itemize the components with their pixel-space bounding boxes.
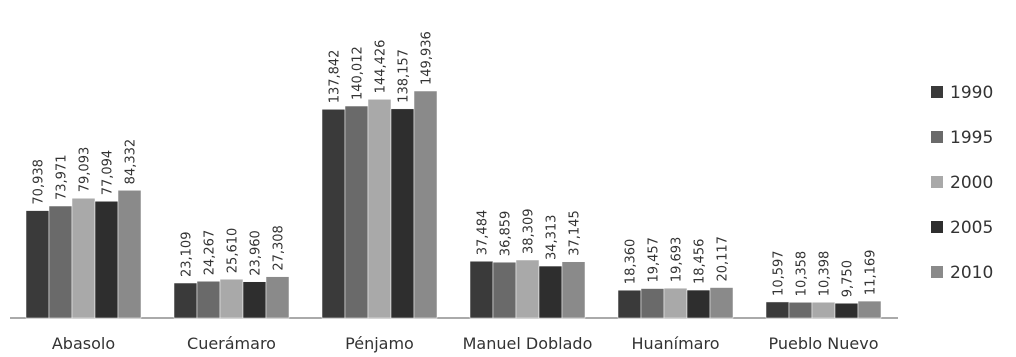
data-label: 77,094 <box>101 150 116 196</box>
data-label: 84,332 <box>124 139 139 185</box>
data-label: 27,308 <box>272 225 287 271</box>
bar-pueblo-nuevo-2010 <box>857 300 882 319</box>
data-label: 73,971 <box>55 155 70 201</box>
data-label: 25,610 <box>226 228 241 274</box>
data-label: 9,750 <box>841 260 856 297</box>
legend-label: 1995 <box>950 128 993 148</box>
bar-cuerámaro-1995 <box>196 281 221 319</box>
bar-huanímaro-1990 <box>617 289 642 319</box>
bar-cuerámaro-2000 <box>219 278 244 319</box>
bar-abasolo-2005 <box>94 201 119 319</box>
bar-huanímaro-1995 <box>640 288 665 319</box>
bar-huanímaro-2010 <box>709 287 734 319</box>
bar-manuel-doblado-1990 <box>469 261 494 319</box>
legend-label: 2000 <box>950 173 993 193</box>
data-label: 137,842 <box>328 50 343 104</box>
bar-pénjamo-1995 <box>344 105 369 319</box>
bar-pénjamo-2010 <box>413 90 438 319</box>
bar-pueblo-nuevo-2000 <box>811 302 836 319</box>
bar-pueblo-nuevo-1990 <box>765 301 790 319</box>
legend-swatch <box>931 221 943 233</box>
data-label: 34,313 <box>545 215 560 261</box>
bar-pueblo-nuevo-1995 <box>788 302 813 319</box>
data-label: 23,109 <box>180 232 195 278</box>
bar-abasolo-2000 <box>71 198 96 319</box>
category-label: Abasolo <box>52 334 115 353</box>
data-label: 19,457 <box>647 237 662 283</box>
legend-swatch <box>931 176 943 188</box>
bar-huanímaro-2005 <box>686 289 711 319</box>
legend-label: 2010 <box>950 263 993 283</box>
data-label: 79,093 <box>78 147 93 193</box>
bar-pénjamo-2005 <box>390 108 415 319</box>
legend-swatch <box>931 86 943 98</box>
legend-label: 1990 <box>950 83 993 103</box>
bar-manuel-doblado-2010 <box>561 261 586 319</box>
bar-pénjamo-2000 <box>367 99 392 319</box>
data-label: 10,597 <box>772 250 787 296</box>
data-label: 37,484 <box>476 210 491 256</box>
bar-pénjamo-1990 <box>321 109 346 319</box>
data-label: 138,157 <box>397 49 412 103</box>
category-label: Cuerámaro <box>187 334 276 353</box>
data-label: 140,012 <box>351 46 366 100</box>
category-label: Pénjamo <box>345 334 414 353</box>
bar-abasolo-1990 <box>25 210 50 319</box>
data-label: 10,358 <box>795 251 810 297</box>
bar-manuel-doblado-2005 <box>538 265 563 319</box>
bar-abasolo-1995 <box>48 205 73 319</box>
category-label: Huanímaro <box>632 334 720 353</box>
data-label: 11,169 <box>864 250 879 296</box>
data-label: 24,267 <box>203 230 218 276</box>
category-label: Manuel Doblado <box>463 334 593 353</box>
data-label: 70,938 <box>32 159 47 205</box>
data-label: 20,117 <box>716 236 731 282</box>
bar-manuel-doblado-1995 <box>492 261 517 319</box>
data-label: 36,859 <box>499 211 514 257</box>
data-label: 10,398 <box>818 251 833 297</box>
bar-pueblo-nuevo-2005 <box>834 302 859 319</box>
data-label: 149,936 <box>420 31 435 85</box>
legend-swatch <box>931 131 943 143</box>
data-label: 18,456 <box>693 239 708 285</box>
bar-abasolo-2010 <box>117 190 142 319</box>
bar-huanímaro-2000 <box>663 287 688 319</box>
bar-cuerámaro-2005 <box>242 281 267 319</box>
legend-swatch <box>931 266 943 278</box>
data-label: 37,145 <box>568 210 583 256</box>
bar-cuerámaro-2010 <box>265 276 290 319</box>
data-label: 23,960 <box>249 230 264 276</box>
category-label: Pueblo Nuevo <box>768 334 878 353</box>
data-label: 144,426 <box>374 40 389 94</box>
data-label: 18,360 <box>624 239 639 285</box>
bar-manuel-doblado-2000 <box>515 259 540 319</box>
data-label: 38,309 <box>522 209 537 255</box>
bar-cuerámaro-1990 <box>173 282 198 319</box>
legend-label: 2005 <box>950 218 993 238</box>
data-label: 19,693 <box>670 237 685 283</box>
